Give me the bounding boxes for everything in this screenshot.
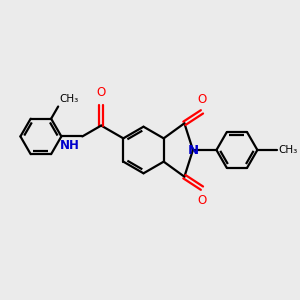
Text: CH₃: CH₃ [279, 145, 298, 155]
Text: NH: NH [60, 139, 80, 152]
Text: CH₃: CH₃ [60, 94, 79, 104]
Text: O: O [197, 194, 207, 207]
Text: N: N [188, 143, 199, 157]
Text: O: O [197, 93, 207, 106]
Text: O: O [97, 86, 106, 99]
